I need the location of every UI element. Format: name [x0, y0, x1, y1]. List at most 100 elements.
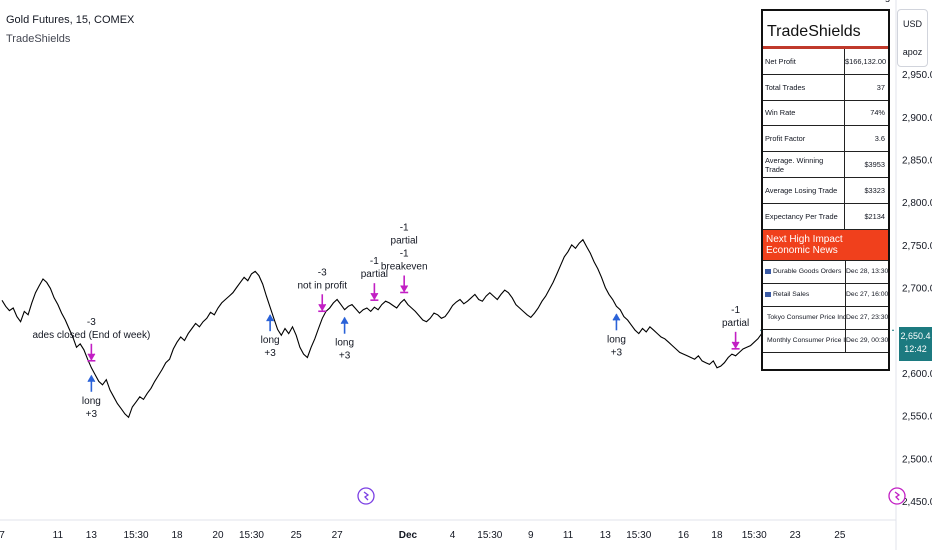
stat-label: Average Losing Trade — [763, 177, 845, 203]
trade-label: partial — [722, 318, 749, 329]
price-series-line — [1, 238, 807, 419]
news-time: Dec 27, 16:00 — [846, 291, 889, 299]
trade-label: ades closed (End of week) — [32, 330, 150, 341]
trade-label: +3 — [611, 347, 623, 358]
trade-label: +3 — [339, 351, 351, 362]
stat-row: Profit Factor 3.6 — [763, 126, 888, 153]
y-tick-label: 2,750.0 — [902, 241, 932, 252]
panel-title: TradeShields — [763, 11, 888, 49]
trade-label: breakeven — [381, 261, 428, 272]
x-tick-label: 15:30 — [124, 530, 149, 541]
news-time: Dec 27, 23:30 — [846, 314, 889, 322]
news-event: Monthly Consumer Price Index — [763, 329, 846, 352]
stat-row: Average. Winning Trade $3953 — [763, 152, 888, 178]
x-tick-label: 15:30 — [626, 530, 651, 541]
news-event: Retail Sales — [763, 283, 846, 306]
x-tick-label: 16 — [678, 530, 690, 541]
news-row: Tokyo Consumer Price Index Dec 27, 23:30 — [763, 306, 889, 330]
trade-label: partial — [391, 235, 418, 246]
y-tick-label: 2,600.0 — [902, 369, 932, 380]
stat-value: 3.6 — [874, 134, 885, 144]
news-event-label: Durable Goods Orders — [773, 268, 842, 276]
news-title: Next High Impact Economic News — [763, 229, 888, 261]
stat-value: $3323 — [864, 185, 885, 195]
y-tick-label: 2,550.0 — [902, 412, 932, 423]
x-tick-label: 27 — [332, 530, 344, 541]
currency-button[interactable]: USD apoz — [897, 9, 928, 67]
trade-label: +3 — [875, 0, 887, 3]
stat-row: Expectancy Per Trade $2134 — [763, 203, 888, 230]
tradeshields-stats-panel: TradeShields Net Profit $166,132.00 Total … — [761, 9, 890, 371]
lightning-icon — [894, 491, 901, 501]
arrow-up-icon — [340, 316, 349, 324]
news-event: Durable Goods Orders — [763, 260, 846, 283]
news-event: Tokyo Consumer Price Index — [763, 306, 846, 329]
stat-row: Total Trades 37 — [763, 74, 888, 101]
arrow-down-icon — [370, 292, 379, 301]
news-row: Durable Goods Orders Dec 28, 13:30 — [763, 260, 889, 284]
stat-label: Expectancy Per Trade — [763, 203, 845, 229]
indicator-name[interactable]: TradeShields — [6, 33, 71, 45]
stat-value: $2134 — [864, 211, 885, 221]
stat-label: Total Trades — [763, 74, 845, 100]
last-price-value: 2,650.4 — [900, 331, 931, 341]
stat-row: Average Losing Trade $3323 — [763, 177, 888, 204]
trade-label: not in profit — [298, 280, 348, 291]
flag-icon — [765, 269, 771, 275]
stat-value: $166,132.00 — [845, 56, 887, 66]
x-tick-label: 23 — [790, 530, 802, 541]
x-tick-label: 11 — [53, 530, 64, 541]
x-tick-label: 20 — [212, 530, 224, 541]
currency-mode: apoz — [902, 47, 923, 57]
news-row: Retail Sales Dec 27, 16:00 — [763, 283, 889, 307]
arrow-up-icon — [612, 313, 621, 321]
arrow-up-icon — [87, 374, 96, 383]
trade-label: partial — [361, 269, 388, 280]
symbol-title: Gold Futures, 15, COMEX — [6, 14, 135, 26]
stat-label: Profit Factor — [763, 126, 845, 152]
stat-label: Average. Winning Trade — [763, 152, 845, 177]
trade-label: -1 — [400, 248, 409, 259]
trade-label: long — [335, 338, 354, 349]
stat-value: $3953 — [864, 160, 885, 170]
x-tick-label: 25 — [291, 530, 303, 541]
x-tick-label: Dec — [399, 530, 418, 541]
news-event-label: Retail Sales — [773, 291, 810, 299]
x-tick-label: 13 — [600, 530, 612, 541]
trade-label: -1 — [731, 305, 740, 316]
news-event-label: Tokyo Consumer Price Index — [767, 314, 846, 322]
y-tick-label: 2,800.0 — [902, 198, 932, 209]
x-tick-label: 11 — [563, 530, 574, 541]
y-tick-label: 2,450.0 — [902, 497, 932, 508]
y-tick-label: 2,500.0 — [902, 454, 932, 465]
stat-label: Net Profit — [763, 49, 845, 74]
x-tick-label: 15:30 — [239, 530, 264, 541]
arrow-up-icon — [266, 314, 275, 322]
x-tick-label: 7 — [0, 530, 5, 541]
stat-label: Win Rate — [763, 100, 845, 126]
news-time: Dec 28, 13:30 — [846, 268, 889, 276]
bar-countdown: 12:42 — [904, 344, 927, 354]
arrow-down-icon — [87, 353, 96, 361]
y-tick-label: 2,900.0 — [902, 113, 932, 124]
stat-value: 37 — [876, 82, 885, 92]
arrow-down-icon — [318, 304, 327, 312]
flag-icon — [765, 292, 771, 298]
x-tick-label: 13 — [86, 530, 98, 541]
x-tick-label: 18 — [711, 530, 723, 541]
news-table: Durable Goods Orders Dec 28, 13:30 Retail … — [763, 260, 889, 353]
arrow-down-icon — [400, 285, 409, 293]
trade-label: -3 — [87, 317, 96, 328]
trade-label: long — [607, 334, 626, 345]
x-tick-label: 4 — [450, 530, 456, 541]
y-tick-label: 2,700.0 — [902, 284, 932, 295]
trade-label: long — [261, 335, 280, 346]
stat-row: Win Rate 74% — [763, 100, 888, 127]
arrow-down-icon — [731, 341, 740, 349]
y-tick-label: 2,850.0 — [902, 156, 932, 167]
news-event-label: Monthly Consumer Price Index — [767, 337, 846, 345]
currency-code: USD — [902, 19, 922, 29]
x-tick-label: 15:30 — [742, 530, 767, 541]
